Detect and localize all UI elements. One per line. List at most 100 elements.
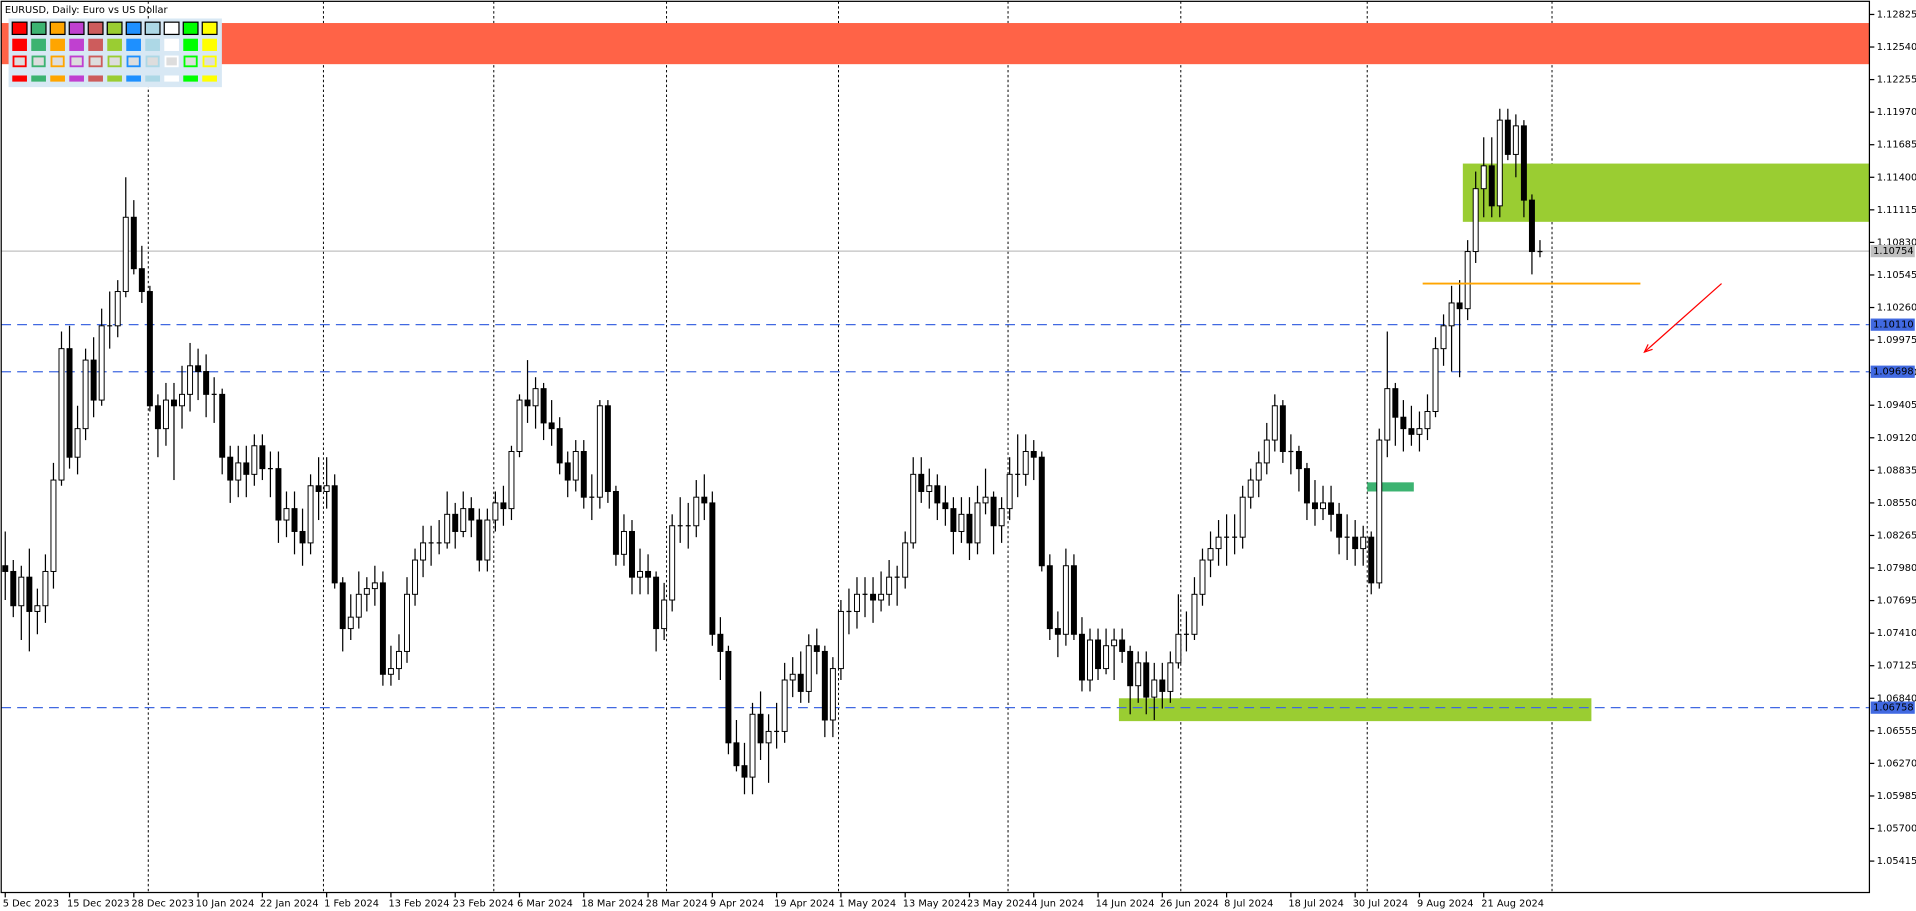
x-tick-label: 28 Mar 2024: [646, 899, 708, 910]
candle-body: [1199, 559, 1206, 595]
price-label-box: [1870, 318, 1915, 331]
candle-body: [596, 405, 603, 498]
candle-body: [1440, 325, 1447, 350]
candle-body: [853, 593, 860, 612]
candle-body: [1456, 302, 1463, 310]
arrow-head: [1643, 344, 1653, 354]
zone: [1118, 698, 1592, 722]
x-tick-label: 1 Feb 2024: [324, 899, 379, 910]
candle-body: [1328, 502, 1335, 515]
candle-body: [572, 450, 579, 481]
x-tick-label: 9 Apr 2024: [710, 899, 764, 910]
y-tick-label: 1.08550: [1877, 498, 1916, 509]
candle-body: [323, 485, 330, 492]
y-tick-label: 1.09975: [1877, 335, 1916, 346]
candle-body: [564, 462, 571, 481]
candle-body: [813, 645, 820, 652]
price-label-box: [1870, 244, 1915, 258]
candle-body: [1279, 405, 1286, 452]
candle-body: [122, 216, 129, 293]
candle-body: [138, 268, 145, 293]
swatch: [125, 21, 142, 36]
candle-body: [982, 496, 989, 504]
swatch: [31, 75, 46, 82]
candle-body: [1312, 502, 1318, 510]
swatch: [49, 21, 66, 36]
candle-body: [42, 570, 49, 607]
candle-body: [958, 513, 965, 532]
x-tick-label: 1 May 2024: [838, 899, 896, 910]
candle-body: [1022, 450, 1029, 475]
candle-body: [1167, 662, 1174, 692]
swatch: [88, 38, 103, 51]
candle-body: [1247, 479, 1254, 498]
swatch: [106, 21, 123, 36]
candle-body: [1111, 639, 1118, 647]
candle-body: [837, 610, 844, 670]
candle-body: [315, 485, 322, 492]
candle-body: [307, 485, 314, 544]
x-tick-label: 6 Mar 2024: [517, 899, 573, 910]
swatch: [69, 75, 84, 82]
candle-body: [693, 496, 700, 527]
candle-body: [154, 405, 161, 430]
candle-body: [195, 365, 202, 373]
candle-body: [669, 525, 676, 601]
candle-body: [275, 468, 282, 521]
candle-body: [468, 508, 475, 521]
candle-body: [484, 519, 491, 561]
y-tick-label: 1.08835: [1877, 465, 1916, 476]
swatch: [12, 38, 27, 51]
price-label: 1.06758: [1873, 703, 1914, 714]
candle-body: [1496, 119, 1503, 207]
candle-body: [629, 530, 635, 578]
candle-body: [1030, 450, 1037, 458]
candle-body: [1448, 302, 1455, 327]
candle-body: [580, 450, 587, 498]
candle-body: [1006, 473, 1013, 510]
candle-body: [829, 668, 836, 721]
candle-body: [243, 462, 250, 475]
swatch: [145, 55, 160, 68]
candle-body: [1135, 662, 1142, 687]
candle-body: [18, 576, 25, 607]
candle-body: [1360, 536, 1367, 550]
candle-body: [934, 485, 941, 504]
candle-body: [524, 399, 531, 407]
candle-body: [1320, 502, 1327, 510]
candle-body: [1062, 565, 1069, 635]
x-tick-label: 18 Mar 2024: [581, 899, 643, 910]
candle-body: [878, 593, 885, 601]
candle-body: [203, 371, 210, 395]
swatch: [50, 38, 65, 51]
candle-body: [1504, 119, 1511, 155]
x-tick-label: 23 Feb 2024: [453, 899, 514, 910]
candle-body: [1191, 593, 1198, 635]
candle-body: [146, 291, 153, 407]
y-tick-label: 1.09405: [1877, 400, 1916, 411]
candle-body: [259, 445, 266, 470]
candle-body: [1384, 388, 1391, 441]
x-tick-label: 19 Apr 2024: [774, 899, 835, 910]
swatch: [88, 55, 103, 68]
x-tick-label: 21 Aug 2024: [1481, 899, 1544, 910]
candle-body: [508, 450, 515, 510]
candle-body: [910, 473, 917, 544]
candle-body: [1103, 645, 1110, 670]
swatch: [183, 38, 198, 51]
candle-body: [219, 393, 226, 458]
candle-body: [540, 388, 547, 424]
candle-body: [765, 730, 772, 744]
swatch: [88, 75, 103, 82]
price-label: 1.09698: [1873, 367, 1914, 378]
candle-body: [950, 508, 957, 532]
candle-body: [974, 502, 981, 544]
candle-body: [942, 502, 949, 510]
x-tick-label: 9 Aug 2024: [1417, 899, 1474, 910]
swatch: [144, 21, 161, 36]
x-tick-label: 15 Dec 2023: [67, 899, 130, 910]
candle-body: [870, 593, 877, 601]
y-tick-label: 1.12540: [1877, 42, 1916, 53]
plot-area: [1, 1, 1870, 893]
